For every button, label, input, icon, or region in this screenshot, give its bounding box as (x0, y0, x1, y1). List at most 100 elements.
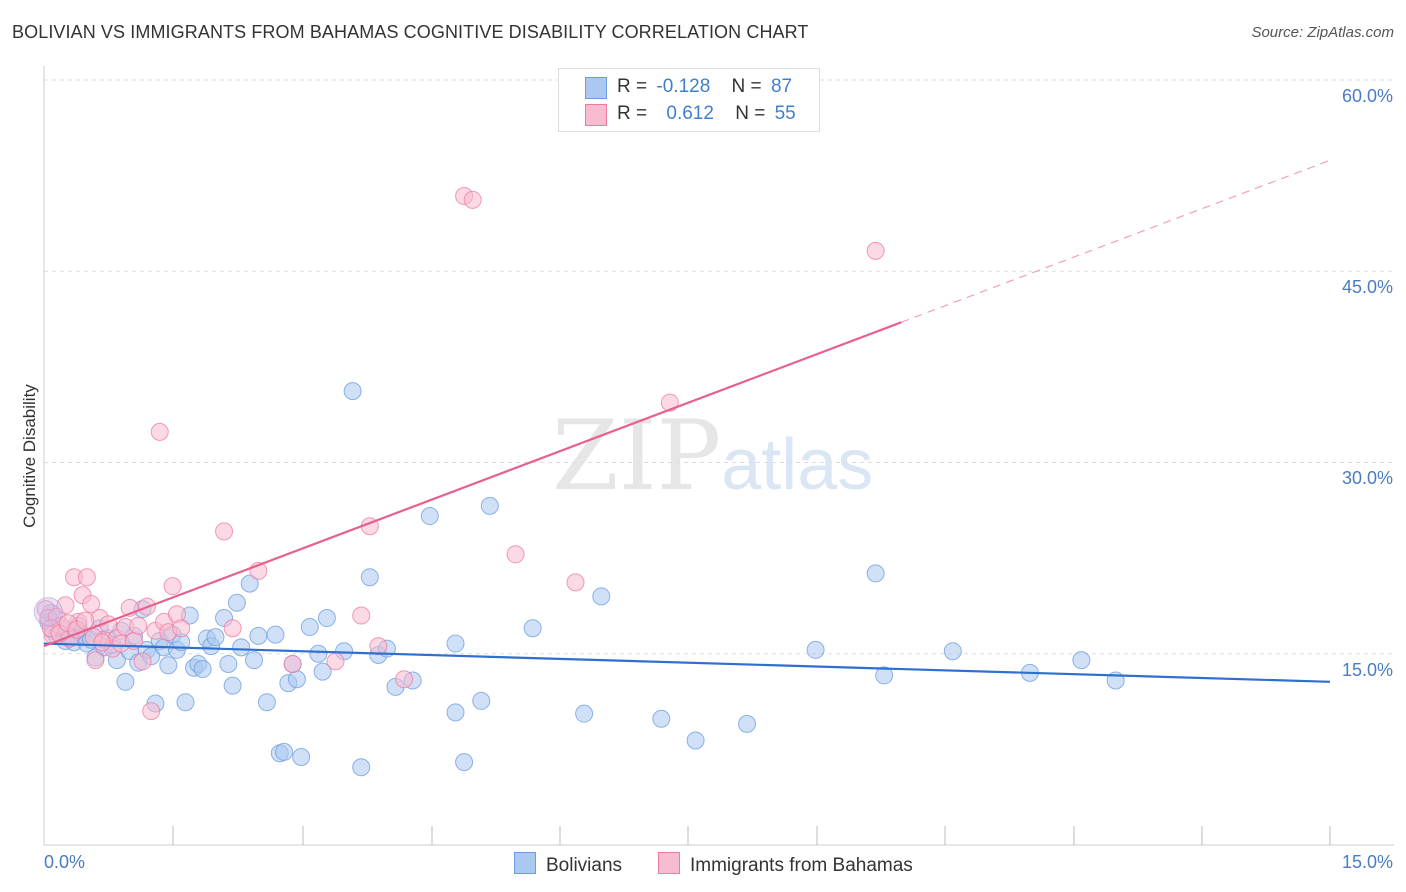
bolivian-point (866, 564, 885, 583)
bolivian-point (1072, 651, 1091, 670)
bolivian-trend-line (43, 642, 1331, 683)
bolivian-point (360, 568, 379, 587)
y-tick-label: 60.0% (1341, 86, 1393, 106)
y-tick-label: 45.0% (1341, 277, 1393, 297)
bahamas-point (150, 422, 169, 441)
bolivian-point (686, 731, 705, 750)
bolivian-point (193, 660, 212, 679)
bahamas-point (86, 651, 105, 670)
bolivian-point (227, 593, 246, 612)
bottom-legend-bahamas: Immigrants from Bahamas (658, 852, 913, 877)
bolivian-point (446, 703, 465, 722)
watermark: ZIPatlas (552, 400, 873, 512)
bottom-legend-swatch-blue (514, 852, 536, 874)
bahamas-point (506, 545, 525, 564)
bahamas-point (76, 611, 95, 630)
bahamas-point (352, 606, 371, 625)
bolivian-point (159, 656, 178, 675)
bolivian-point (266, 625, 285, 644)
bolivian-point (257, 693, 276, 712)
legend-stats: R = 0.612 N = 55 (617, 103, 796, 125)
legend-swatch-pink (585, 104, 607, 126)
bolivian-point (176, 693, 195, 712)
y-axis-label: Cognitive Disability (20, 384, 39, 528)
legend-r-value: -0.128 (656, 76, 711, 97)
bolivian-point (300, 617, 319, 636)
bahamas-point (369, 637, 388, 656)
bahamas-point (395, 670, 414, 689)
bolivian-point (275, 742, 294, 761)
chart-title: BOLIVIAN VS IMMIGRANTS FROM BAHAMAS COGN… (12, 22, 809, 42)
bolivian-point (245, 651, 264, 670)
overlap-point (33, 597, 63, 627)
bahamas-trend-extension (901, 159, 1331, 323)
bolivian-point (575, 704, 594, 723)
bolivian-point (943, 642, 962, 661)
legend-stats: R = -0.128 N = 87 (617, 76, 792, 98)
bahamas-point (142, 702, 161, 721)
bahamas-point (129, 616, 148, 635)
x-tick-label: 15.0% (1341, 852, 1393, 872)
bolivian-point (292, 748, 311, 767)
bolivian-point (455, 753, 474, 772)
bottom-legend-label: Bolivians (546, 855, 623, 876)
x-tick-label: 0.0% (44, 852, 86, 872)
correlation-legend: R = -0.128 N = 87 R = 0.612 N = 55 (558, 68, 820, 132)
bahamas-point (866, 241, 885, 260)
bahamas-point (163, 577, 182, 596)
bahamas-point (82, 595, 101, 614)
bolivian-point (317, 609, 336, 628)
bolivian-point (116, 672, 135, 691)
bolivian-point (523, 619, 542, 638)
bahamas-point (463, 190, 482, 209)
bolivian-point (446, 634, 465, 653)
legend-swatch-blue (585, 77, 607, 99)
bolivian-point (223, 676, 242, 695)
y-tick-label: 30.0% (1341, 468, 1393, 488)
bolivian-point (420, 507, 439, 526)
bahamas-point (215, 522, 234, 541)
bolivian-point (652, 709, 671, 728)
bolivian-point (738, 714, 757, 733)
bahamas-point (223, 619, 242, 638)
bolivian-point (343, 382, 362, 401)
y-tick-label: 15.0% (1341, 660, 1393, 680)
bahamas-point (133, 652, 152, 671)
bolivian-point (806, 640, 825, 659)
legend-n-label: N = (735, 103, 766, 124)
legend-r-label: R = (617, 76, 648, 97)
bahamas-point (326, 652, 345, 671)
bahamas-trend-line (43, 321, 902, 648)
bolivian-point (592, 587, 611, 606)
bahamas-point (56, 596, 75, 615)
legend-r-label: R = (617, 103, 648, 124)
bahamas-point (172, 619, 191, 638)
legend-n-value: 55 (774, 103, 796, 124)
watermark-zip: ZIP (552, 400, 722, 512)
bottom-legend-label: Immigrants from Bahamas (690, 855, 913, 876)
watermark-atlas: atlas (721, 425, 874, 505)
bolivian-point (480, 496, 499, 515)
bolivian-point (472, 691, 491, 710)
bolivian-point (240, 574, 259, 593)
chart-source: Source: ZipAtlas.com (1251, 24, 1394, 41)
bolivian-point (219, 654, 238, 673)
bolivian-point (206, 628, 225, 647)
bottom-legend-swatch-pink (658, 852, 680, 874)
bahamas-point (283, 654, 302, 673)
bahamas-point (566, 573, 585, 592)
bahamas-point (93, 633, 112, 652)
bahamas-point (660, 393, 679, 412)
bolivian-point (875, 666, 894, 685)
bolivian-point (313, 662, 332, 681)
bolivian-point (287, 670, 306, 689)
bolivian-point (232, 638, 251, 657)
legend-n-value: 87 (770, 76, 793, 97)
bolivian-point (309, 644, 328, 663)
legend-n-label: N = (731, 76, 762, 97)
bottom-legend-bolivians: Bolivians (514, 852, 622, 877)
legend-r-value: 0.612 (666, 103, 714, 124)
bolivian-point (249, 626, 268, 645)
bahamas-point (77, 568, 96, 587)
